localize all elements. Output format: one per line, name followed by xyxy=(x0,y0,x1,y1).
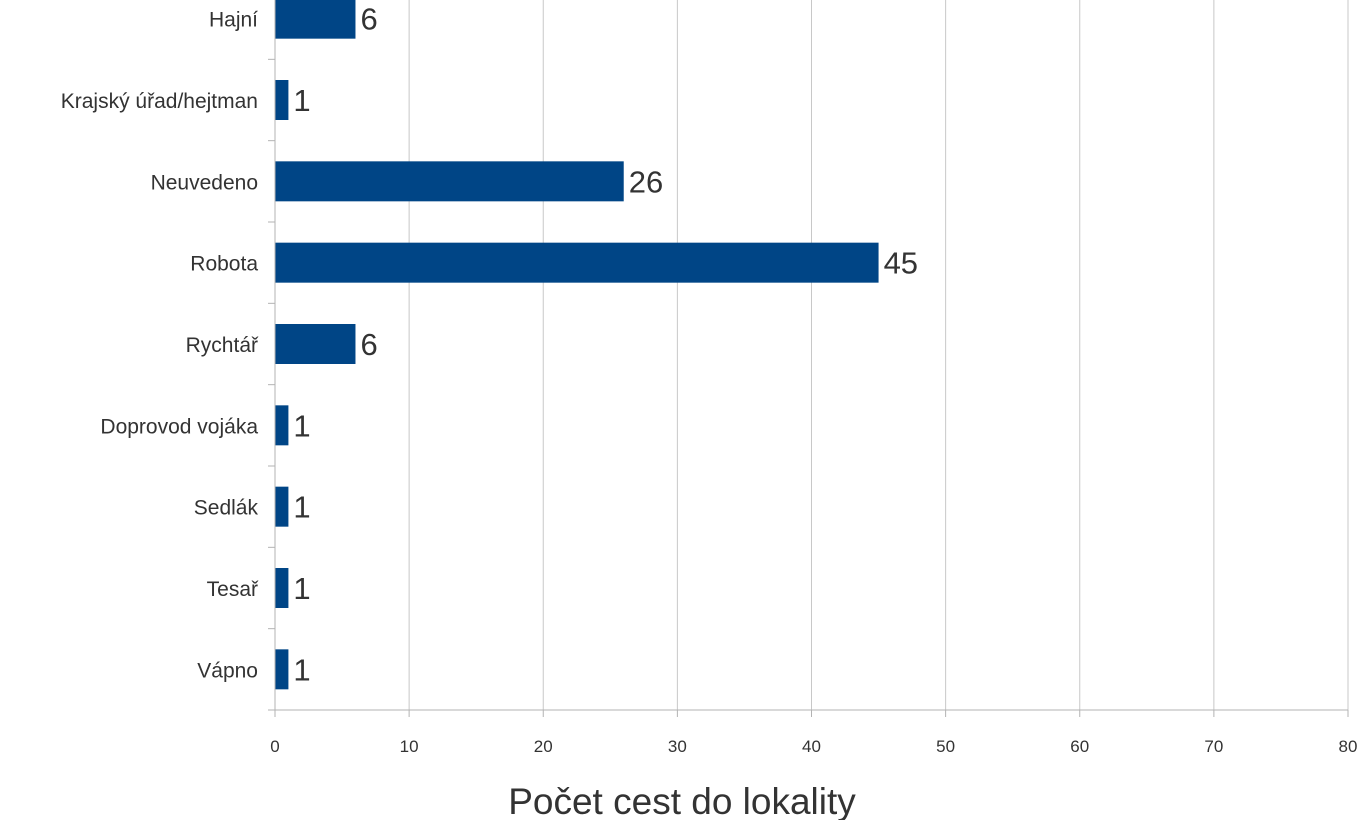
bar xyxy=(275,324,356,364)
x-tick-label: 70 xyxy=(1204,737,1223,756)
value-label: 1 xyxy=(293,652,310,687)
x-tick-labels: 0 10 20 30 40 50 60 70 80 xyxy=(270,737,1357,756)
category-label: Sedlák xyxy=(194,497,259,520)
value-label: 1 xyxy=(293,408,310,443)
value-labels: 6 1 26 45 6 1 1 1 1 xyxy=(293,2,918,688)
x-tick-label: 0 xyxy=(270,737,279,756)
x-tick-label: 80 xyxy=(1339,737,1358,756)
x-tick-label: 10 xyxy=(400,737,419,756)
axes xyxy=(268,0,1349,717)
value-label: 6 xyxy=(360,327,377,362)
category-label: Krajský úřad/hejtman xyxy=(61,90,258,113)
x-tick-label: 20 xyxy=(534,737,553,756)
bar xyxy=(275,568,289,608)
bar xyxy=(275,405,289,446)
bar xyxy=(275,242,879,283)
bar xyxy=(275,486,289,527)
bar xyxy=(275,0,356,39)
category-label: Rychtář xyxy=(186,334,259,357)
value-label: 1 xyxy=(293,490,310,525)
x-axis-title: Počet cest do lokality xyxy=(508,781,856,820)
x-tick-label: 60 xyxy=(1070,737,1089,756)
x-tick-label: 50 xyxy=(936,737,955,756)
value-label: 1 xyxy=(293,571,310,606)
category-label: Vápno xyxy=(197,659,258,682)
value-label: 26 xyxy=(629,164,663,199)
x-tick-label: 30 xyxy=(668,737,687,756)
category-label: Neuvedeno xyxy=(151,171,258,194)
category-labels: Hajní Krajský úřad/hejtman Neuvedeno Robota… xyxy=(61,9,259,683)
category-label: Robota xyxy=(190,253,258,276)
x-tick-label: 40 xyxy=(802,737,821,756)
category-label: Hajní xyxy=(209,9,258,32)
value-label: 6 xyxy=(360,2,377,37)
grid-lines xyxy=(408,0,1349,710)
value-label: 1 xyxy=(293,83,310,118)
value-label: 45 xyxy=(884,246,918,281)
bars xyxy=(275,0,879,690)
bar xyxy=(275,649,289,690)
category-label: Tesař xyxy=(207,578,259,601)
category-label: Doprovod vojáka xyxy=(100,415,258,438)
bar xyxy=(275,161,624,202)
bar xyxy=(275,80,289,120)
